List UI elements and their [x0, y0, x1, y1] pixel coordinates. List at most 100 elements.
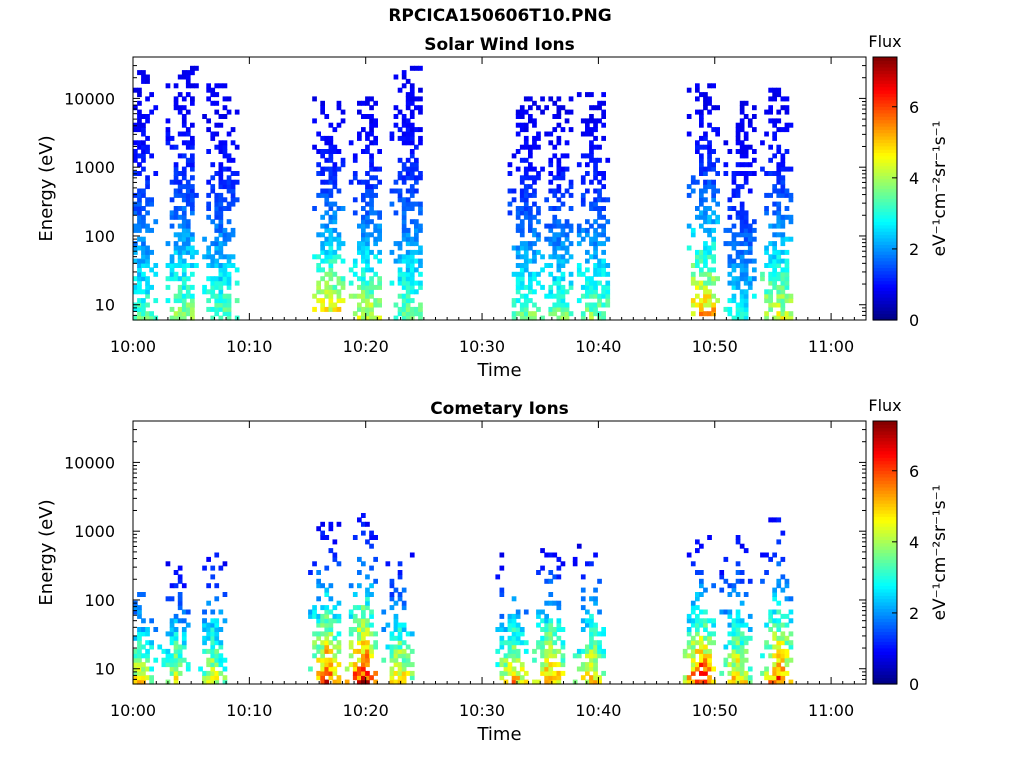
heatmap-cell	[731, 587, 737, 593]
heatmap-cell	[145, 258, 150, 264]
heatmap-cell	[141, 245, 146, 251]
heatmap-cell	[393, 210, 399, 216]
heatmap-cell	[361, 627, 366, 632]
heatmap-cell	[373, 100, 378, 106]
heatmap-cell	[226, 280, 232, 286]
heatmap-cell	[768, 298, 773, 304]
heatmap-cell	[324, 166, 330, 172]
heatmap-cell	[206, 254, 211, 260]
heatmap-cell	[776, 271, 782, 277]
heatmap-cell	[214, 100, 220, 106]
heatmap-cell	[585, 92, 590, 98]
heatmap-cell	[589, 236, 594, 242]
heatmap-cell	[185, 232, 191, 238]
colorbar-band	[873, 674, 897, 678]
heatmap-cell	[580, 596, 586, 602]
heatmap-cell	[593, 144, 598, 150]
heatmap-cell	[210, 670, 216, 676]
colorbar-band	[873, 440, 897, 445]
heatmap-cell	[715, 157, 720, 163]
heatmap-cell	[597, 679, 602, 685]
heatmap-cell	[377, 227, 382, 233]
heatmap-cell	[703, 679, 708, 685]
heatmap-cell	[210, 315, 216, 321]
colorbar-band	[873, 506, 897, 511]
heatmap-cell	[772, 609, 777, 615]
heatmap-cell	[523, 258, 529, 264]
heatmap-cell	[145, 276, 150, 282]
heatmap-cell	[593, 302, 598, 308]
heatmap-cell	[784, 662, 790, 668]
heatmap-cell	[780, 166, 786, 172]
heatmap-cell	[544, 552, 549, 558]
heatmap-cell	[560, 201, 566, 207]
heatmap-cell	[780, 648, 786, 654]
heatmap-cell	[536, 644, 541, 650]
heatmap-cell	[601, 135, 606, 141]
heatmap-cell	[507, 162, 513, 168]
heatmap-cell	[169, 197, 175, 203]
heatmap-cell	[605, 236, 611, 242]
heatmap-cell	[695, 592, 700, 597]
heatmap-cell	[768, 263, 773, 268]
heatmap-cell	[743, 311, 749, 317]
heatmap-cell	[226, 184, 232, 190]
heatmap-cell	[137, 657, 142, 663]
heatmap-cell	[515, 206, 521, 211]
heatmap-cell	[743, 276, 749, 282]
heatmap-cell	[703, 271, 708, 277]
heatmap-cell	[532, 140, 537, 146]
heatmap-cell	[324, 293, 330, 299]
heatmap-cell	[377, 276, 382, 282]
heatmap-cell	[361, 271, 366, 277]
heatmap-cell	[222, 280, 228, 286]
x-tick-label: 10:20	[343, 701, 389, 720]
heatmap-cell	[389, 596, 395, 602]
heatmap-cell	[585, 153, 590, 159]
heatmap-cell	[784, 267, 790, 273]
heatmap-cell	[222, 105, 228, 111]
heatmap-cell	[695, 179, 700, 185]
heatmap-cell	[405, 122, 411, 128]
heatmap-cell	[141, 249, 146, 255]
heatmap-cell	[320, 666, 325, 672]
heatmap-cell	[556, 284, 562, 290]
heatmap-cell	[206, 118, 211, 124]
heatmap-cell	[601, 206, 606, 211]
colorbar-band	[873, 135, 897, 140]
heatmap-cell	[328, 670, 334, 676]
heatmap-cell	[344, 666, 350, 672]
heatmap-cell	[206, 556, 211, 562]
heatmap-cell	[552, 114, 558, 119]
heatmap-cell	[405, 254, 411, 260]
heatmap-cell	[320, 298, 325, 304]
heatmap-cell	[723, 162, 729, 168]
heatmap-cell	[185, 293, 191, 299]
heatmap-cell	[369, 105, 374, 111]
heatmap-cell	[133, 192, 138, 198]
heatmap-cell	[316, 232, 321, 238]
heatmap-cell	[373, 210, 378, 216]
heatmap-cell	[401, 70, 407, 76]
heatmap-cell	[772, 670, 777, 676]
heatmap-cell	[560, 127, 566, 133]
heatmap-cell	[593, 175, 598, 181]
heatmap-cell	[511, 622, 517, 628]
heatmap-cell	[340, 118, 346, 124]
heatmap-cell	[601, 263, 606, 268]
heatmap-cell	[185, 236, 191, 242]
heatmap-cell	[589, 644, 594, 650]
heatmap-cell	[743, 679, 749, 685]
heatmap-cell	[768, 517, 773, 523]
heatmap-cell	[772, 592, 777, 597]
heatmap-cell	[576, 92, 582, 98]
heatmap-cell	[548, 162, 554, 168]
heatmap-cell	[723, 644, 729, 650]
heatmap-cell	[511, 635, 517, 641]
heatmap-cell	[593, 679, 598, 685]
heatmap-cell	[320, 618, 325, 624]
heatmap-cell	[401, 315, 407, 321]
heatmap-cell	[324, 635, 330, 641]
heatmap-cell	[190, 298, 195, 304]
heatmap-cell	[548, 96, 554, 102]
